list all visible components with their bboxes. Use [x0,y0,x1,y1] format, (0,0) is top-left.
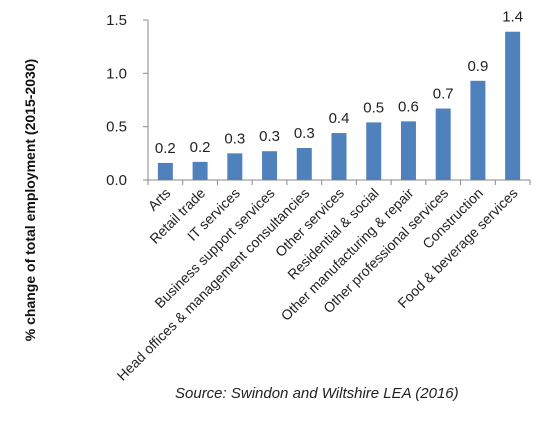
data-label: 0.2 [190,139,211,156]
y-axis: 0.0 0.5 1.0 1.5 [106,12,149,189]
data-label: 0.4 [329,110,350,127]
bar [331,133,347,180]
y-tick-label: 0.0 [106,172,127,189]
y-axis-label: % change of total employment (2015-2030) [22,59,38,341]
bar [192,161,208,180]
data-label: 0.3 [224,130,245,147]
category-label: Arts [145,185,174,214]
source-note: Source: Swindon and Wiltshire LEA (2016) [175,385,459,402]
bar [296,148,312,180]
bar [157,162,173,180]
bar [366,122,382,180]
bars [157,31,521,180]
bar [435,108,451,180]
data-label: 0.3 [259,128,280,145]
data-labels: 0.2 0.2 0.3 0.3 0.3 0.4 0.5 0.6 0.7 0.9 1.4 [155,9,523,157]
data-label: 0.6 [398,98,419,115]
y-tick-label: 0.5 [106,119,127,136]
data-label: 0.3 [294,125,315,142]
x-axis [147,179,531,185]
data-label: 0.9 [467,58,488,75]
bar [227,153,243,180]
y-tick-label: 1.0 [106,65,127,82]
bar [470,80,486,180]
bar [505,31,521,180]
y-tick-label: 1.5 [106,12,127,29]
data-label: 0.2 [155,140,176,157]
bar [262,151,278,180]
data-label: 1.4 [502,9,523,26]
data-label: 0.7 [433,86,454,103]
bar [400,121,416,180]
data-label: 0.5 [363,99,384,116]
